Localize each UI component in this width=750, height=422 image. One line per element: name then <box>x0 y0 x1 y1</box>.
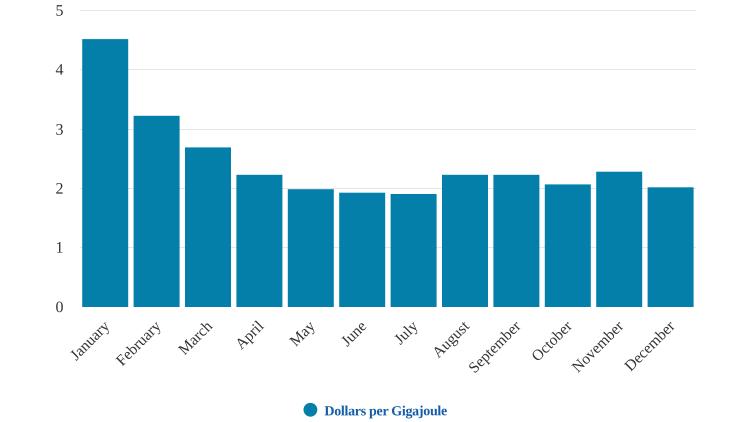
svg-text:3: 3 <box>55 122 63 139</box>
svg-text:2: 2 <box>55 181 63 198</box>
svg-text:4: 4 <box>55 62 63 79</box>
svg-text:1: 1 <box>55 240 63 257</box>
svg-text:Dollars per Gigajoule: Dollars per Gigajoule <box>324 404 447 419</box>
svg-text:0: 0 <box>55 299 63 316</box>
svg-text:5: 5 <box>55 3 63 20</box>
